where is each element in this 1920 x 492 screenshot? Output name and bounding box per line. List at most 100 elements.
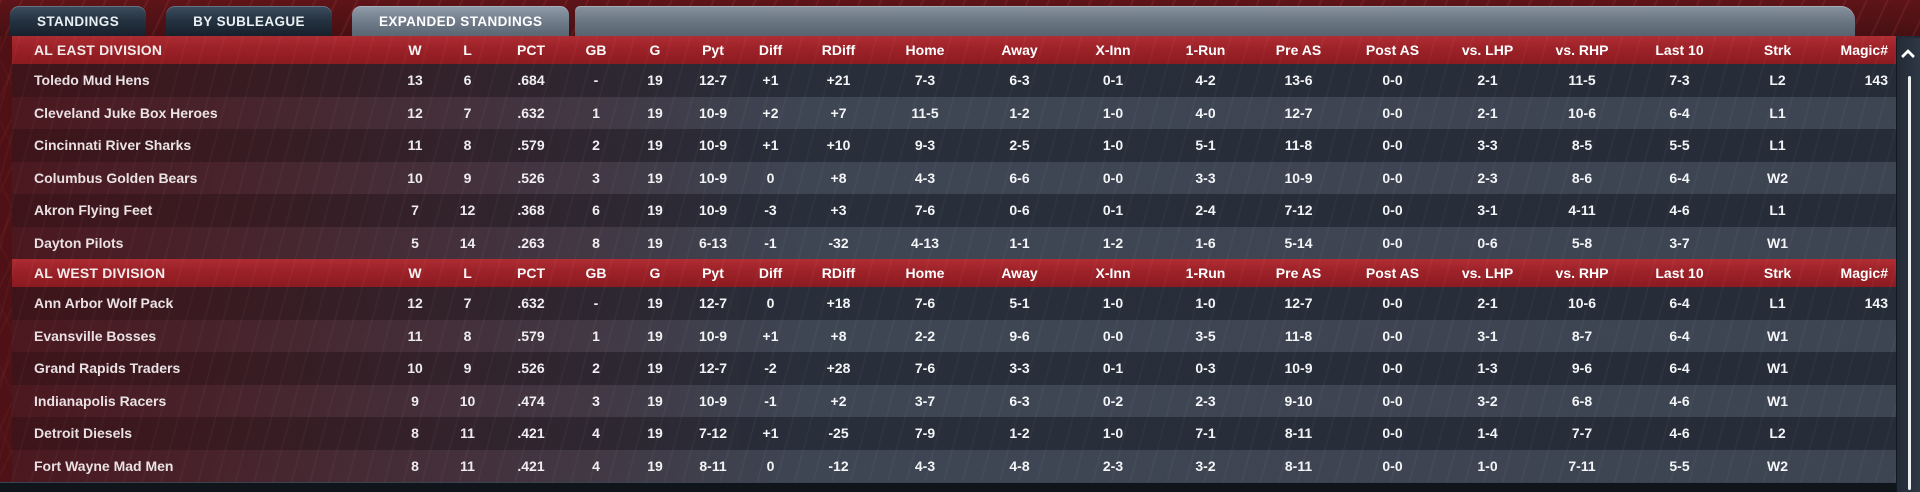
stat-cell-g: 19 — [647, 392, 663, 409]
stat-cell-home: 7-6 — [914, 202, 936, 219]
team-row[interactable]: Dayton Pilots 5 14 .263 8 19 6-13 -1 -32 4-13 1-1 1… — [12, 226, 1896, 260]
stat-cell-l: 7 — [463, 295, 472, 312]
stat-cell-pyt: 10-9 — [698, 104, 728, 121]
stat-cell-postas: 0-0 — [1382, 327, 1403, 344]
stat-cell-magic — [1825, 227, 1896, 260]
stat-cell-onerun: 0-3 — [1195, 360, 1216, 377]
division-name: AL EAST DIVISION — [34, 42, 163, 58]
stat-cell-vsrhp: 9-6 — [1571, 360, 1593, 377]
team-name-cell[interactable]: Akron Flying Feet — [34, 202, 153, 219]
column-header-home: Home — [905, 265, 945, 281]
column-header-xinn: X-Inn — [1095, 265, 1131, 281]
stat-cell-last10: 6-4 — [1669, 104, 1690, 121]
team-name-cell[interactable]: Detroit Diesels — [34, 425, 133, 442]
stat-cell-away: 1-1 — [1009, 234, 1030, 251]
stat-cell-gb: - — [593, 72, 599, 89]
team-name-cell[interactable]: Dayton Pilots — [34, 234, 124, 251]
tab-expanded-standings[interactable]: EXPANDED STANDINGS — [351, 6, 570, 36]
stat-cell-pct: .421 — [517, 425, 545, 442]
stat-cell-pyt: 10-9 — [698, 137, 728, 154]
team-name-cell[interactable]: Cleveland Juke Box Heroes — [34, 104, 218, 121]
team-row[interactable]: Toledo Mud Hens 13 6 .684 - 19 12-7 +1 +21 7-3 6-3… — [12, 64, 1896, 97]
team-row[interactable]: Detroit Diesels 8 11 .421 4 19 7-12 +1 -25 7-9 1-2… — [12, 417, 1896, 450]
stat-cell-vslhp: 2-3 — [1477, 169, 1498, 186]
stat-cell-pyt: 12-7 — [698, 72, 728, 89]
stat-cell-preas: 7-12 — [1284, 202, 1313, 219]
stat-cell-xinn: 0-1 — [1102, 72, 1124, 89]
team-row[interactable]: Columbus Golden Bears 10 9 .526 3 19 10-9 0 +8 4-… — [12, 161, 1896, 194]
team-row[interactable]: Fort Wayne Mad Men 8 11 .421 4 19 8-11 0 -12 4-3 4… — [12, 449, 1896, 482]
tab-by-subleague[interactable]: BY SUBLEAGUE — [166, 6, 332, 36]
column-header-preas: Pre AS — [1275, 42, 1322, 58]
stat-cell-w: 11 — [407, 137, 423, 154]
stat-cell-pyt: 10-9 — [698, 202, 728, 219]
stat-cell-g: 19 — [647, 425, 663, 442]
stat-cell-diff: -1 — [764, 392, 777, 409]
stat-cell-postas: 0-0 — [1382, 392, 1403, 409]
column-header-pct: PCT — [517, 265, 545, 281]
stat-cell-last10: 5-5 — [1669, 137, 1690, 154]
column-header-magic: Magic# — [1840, 265, 1888, 281]
stat-cell-diff: 0 — [766, 169, 775, 186]
stat-cell-postas: 0-0 — [1382, 202, 1403, 219]
stat-cell-w: 11 — [407, 327, 423, 344]
team-row[interactable]: Evansville Bosses 11 8 .579 1 19 10-9 +1 +8 2-2 9-… — [12, 319, 1896, 352]
stat-cell-rdiff: +21 — [826, 72, 851, 89]
stat-cell-diff: +1 — [762, 425, 779, 442]
stat-cell-preas: 12-7 — [1284, 295, 1313, 312]
team-name-cell[interactable]: Grand Rapids Traders — [34, 360, 181, 377]
team-row[interactable]: Indianapolis Racers 9 10 .474 3 19 10-9 -1 +2 3-7… — [12, 384, 1896, 417]
scrollbar-up-button[interactable] — [1897, 42, 1920, 66]
team-name-cell[interactable]: Cincinnati River Sharks — [34, 137, 192, 154]
stat-cell-onerun: 1-6 — [1195, 234, 1216, 251]
team-name-cell[interactable]: Indianapolis Racers — [34, 392, 167, 409]
column-header-onerun: 1-Run — [1185, 265, 1226, 281]
team-row[interactable]: Ann Arbor Wolf Pack 12 7 .632 - 19 12-7 0 +18 7-6… — [12, 287, 1896, 320]
stat-cell-vsrhp: 10-6 — [1567, 295, 1597, 312]
scrollbar-thumb[interactable] — [1908, 76, 1911, 490]
stat-cell-g: 19 — [647, 234, 663, 251]
stat-cell-home: 2-2 — [914, 327, 936, 344]
tab-standings[interactable]: STANDINGS — [10, 6, 147, 36]
scrollbar-track[interactable] — [1896, 38, 1920, 492]
team-row[interactable]: Cleveland Juke Box Heroes 12 7 .632 1 19 10-9 +… — [12, 96, 1896, 129]
stat-cell-l: 14 — [459, 234, 476, 251]
stat-cell-diff: -2 — [764, 360, 777, 377]
team-name-cell[interactable]: Toledo Mud Hens — [34, 72, 150, 89]
column-header-g: G — [649, 42, 661, 58]
stat-cell-xinn: 1-0 — [1102, 137, 1124, 154]
stat-cell-strk: W1 — [1767, 234, 1788, 251]
stat-cell-l: 8 — [463, 327, 472, 344]
stat-cell-vslhp: 3-2 — [1477, 392, 1498, 409]
tab-bar: STANDINGS BY SUBLEAGUE EXPANDED STANDING… — [0, 0, 1920, 36]
team-name-cell[interactable]: Ann Arbor Wolf Pack — [34, 295, 174, 312]
stat-cell-last10: 5-5 — [1669, 457, 1690, 474]
column-header-preas: Pre AS — [1275, 265, 1322, 281]
stat-cell-l: 8 — [463, 137, 472, 154]
column-header-pyt: Pyt — [702, 42, 724, 58]
stat-cell-l: 7 — [463, 104, 472, 121]
stat-cell-away: 6-3 — [1009, 72, 1030, 89]
team-name-cell[interactable]: Columbus Golden Bears — [34, 169, 198, 186]
stat-cell-xinn: 1-0 — [1102, 104, 1124, 121]
stat-cell-away: 2-5 — [1009, 137, 1030, 154]
stat-cell-rdiff: +8 — [830, 327, 847, 344]
team-row[interactable]: Akron Flying Feet 7 12 .368 6 19 10-9 -3 +3 7-6 0-… — [12, 194, 1896, 227]
stat-cell-strk: W1 — [1767, 392, 1788, 409]
standings-table: AL EAST DIVISION W L PCT GB G Pyt Diff RDiff Home… — [12, 36, 1896, 482]
stat-cell-away: 0-6 — [1009, 202, 1030, 219]
stat-cell-vslhp: 0-6 — [1477, 234, 1498, 251]
stat-cell-rdiff: +8 — [830, 169, 847, 186]
stat-cell-home: 11-5 — [911, 104, 939, 121]
stat-cell-strk: L2 — [1769, 425, 1786, 442]
stat-cell-pct: .526 — [517, 169, 545, 186]
column-header-w: W — [408, 42, 422, 58]
team-row[interactable]: Grand Rapids Traders 10 9 .526 2 19 12-7 -2 +28 7… — [12, 352, 1896, 385]
team-name-cell[interactable]: Fort Wayne Mad Men — [34, 457, 174, 474]
stat-cell-gb: - — [593, 295, 599, 312]
stat-cell-w: 10 — [407, 360, 423, 377]
team-name-cell[interactable]: Evansville Bosses — [34, 327, 157, 344]
column-header-vslhp: vs. LHP — [1461, 265, 1514, 281]
team-row[interactable]: Cincinnati River Sharks 11 8 .579 2 19 10-9 +1 +… — [12, 129, 1896, 162]
